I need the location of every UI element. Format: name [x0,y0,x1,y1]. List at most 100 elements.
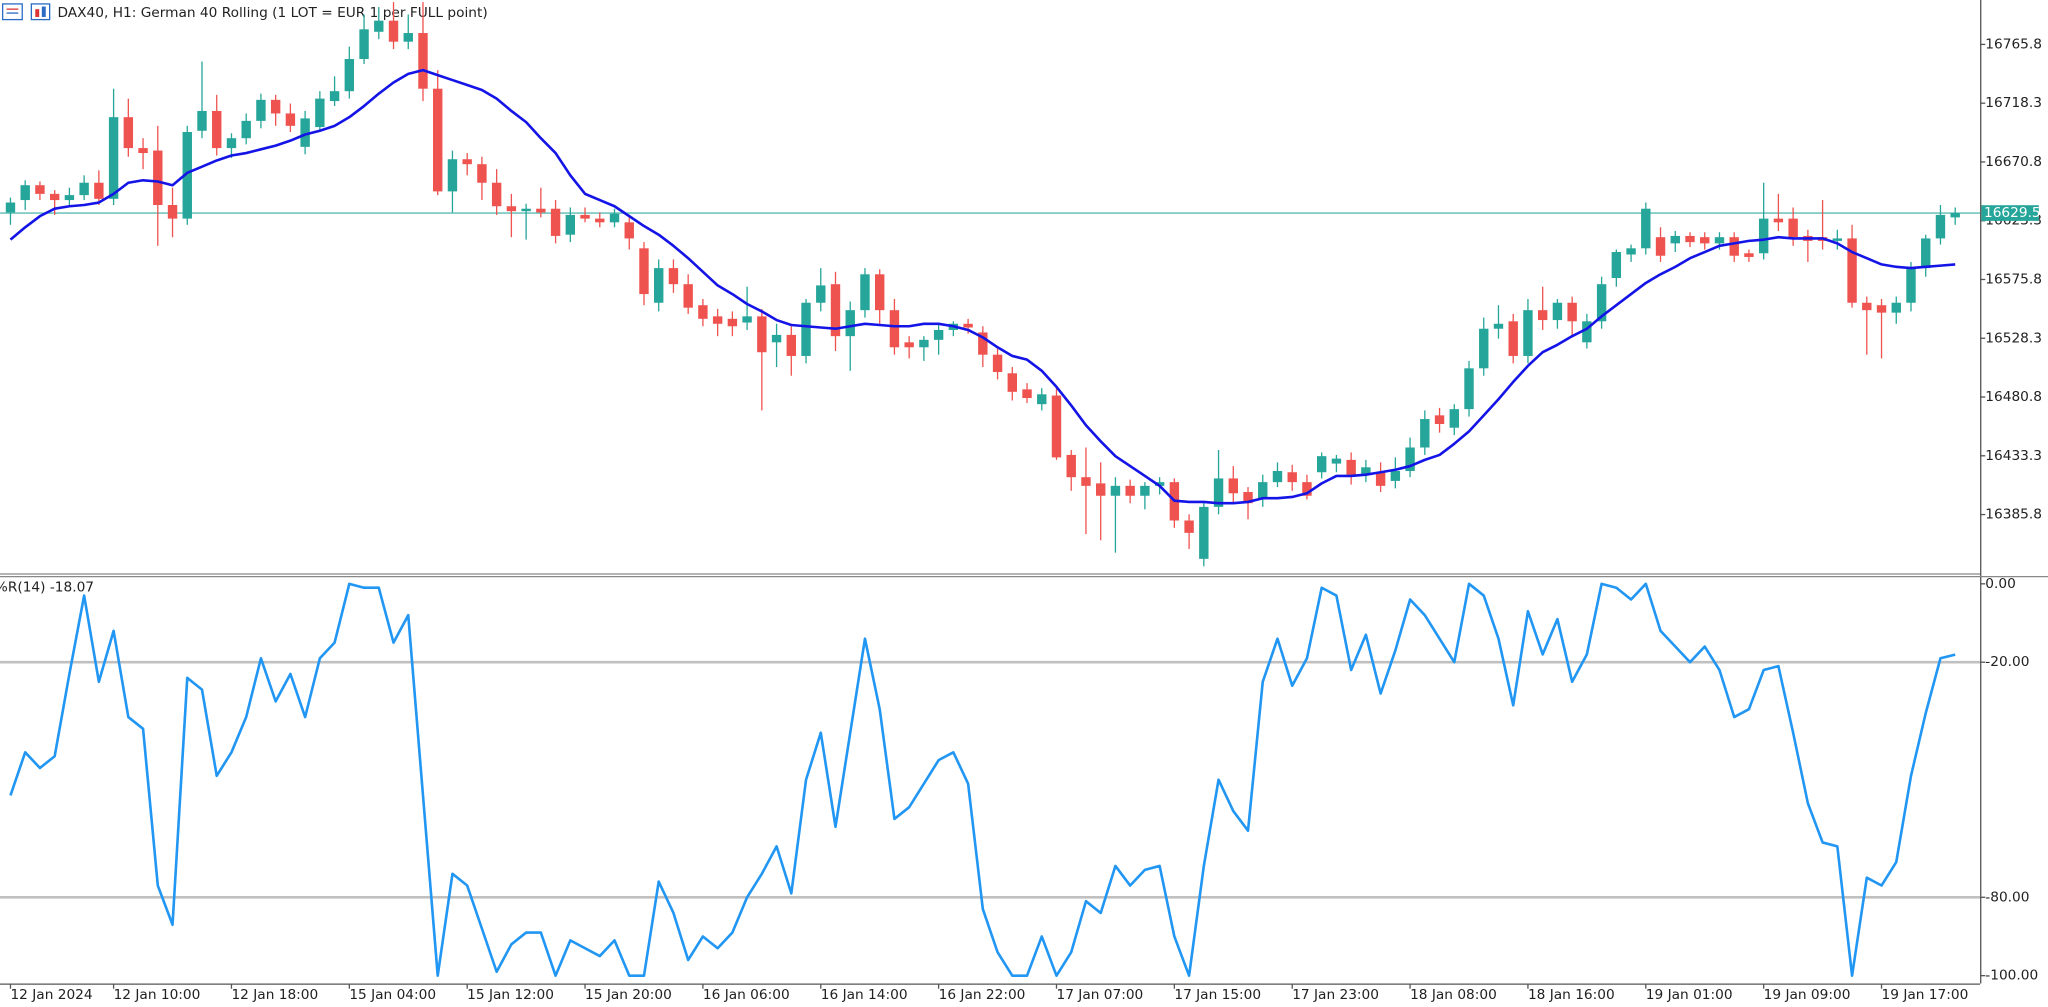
candle-body [1950,213,1960,218]
candle-body [521,208,531,212]
candle-body [875,274,885,311]
time-label: 15 Jan 20:00 [585,987,672,1003]
time-label: 16 Jan 14:00 [821,987,908,1003]
time-label: 16 Jan 06:00 [703,987,790,1003]
candle-body [491,182,502,207]
candle-body [108,117,119,199]
candle-body [256,99,266,121]
candle-body [1537,310,1548,321]
candle-body [668,268,679,285]
candle-body [1847,238,1857,303]
candle-body [992,354,1003,373]
candle-body [462,159,472,165]
candle-body [433,88,443,192]
time-label: 15 Jan 12:00 [467,987,554,1003]
candle-body [1479,328,1489,369]
candle-body [1007,373,1017,392]
candle-body [536,208,546,213]
candle-body [1154,482,1165,486]
candle-body [1891,302,1901,313]
candle-body [1876,305,1887,313]
time-label: 19 Jan 01:00 [1646,987,1733,1003]
time-label: 18 Jan 16:00 [1528,987,1615,1003]
candle-body [49,193,60,201]
candle-body [329,91,340,102]
candle-body [403,33,413,42]
candle-body [1037,394,1047,405]
candle-body [285,113,296,126]
candle-body [742,316,752,323]
candle-body [1641,208,1651,249]
candle-body [1199,506,1209,559]
candle-body [1670,235,1680,244]
candle-body [845,310,855,337]
time-label: 17 Jan 07:00 [1056,987,1143,1003]
current-price-label: 16629.5 [1984,205,2041,221]
candle-body [1272,471,1283,483]
candle-body [1567,302,1577,322]
candle-body [904,342,914,348]
candle-body [344,59,355,92]
y-tick-label: 16433.3 [1985,448,2042,464]
current-price-badge [1981,205,2039,221]
candle-body [757,316,767,353]
candle-body [1375,472,1386,486]
candle-body [1125,485,1135,496]
candle-body [919,339,929,348]
time-label: 19 Jan 09:00 [1764,987,1851,1003]
candle-body [1258,482,1268,500]
candle-body [1287,472,1297,483]
candle-body [1935,214,1946,239]
candle-body [153,150,163,206]
candle-body [1405,447,1415,472]
y-tick-label: 0.00 [1985,576,2016,592]
y-tick-label: -100.00 [1985,968,2038,984]
candle-body [1906,268,1916,303]
candle-body [1862,302,1872,311]
candle-body [933,329,944,340]
candle-body [167,205,178,219]
candle-body [506,206,517,212]
candle-body [654,268,664,303]
candle-body [1611,252,1622,279]
candle-body [609,213,620,223]
icon-stroke [41,6,46,17]
candle-body [182,132,192,219]
candle-body [1596,284,1607,322]
y-tick-label: 16575.8 [1985,271,2042,287]
candle-body [1758,218,1769,254]
candle-body [1213,478,1224,507]
candle-body [1051,395,1062,458]
candle-body [1022,389,1032,399]
candle-body [580,214,590,219]
candle-body [1582,321,1592,343]
candle-body [889,310,900,348]
candle-body [1449,409,1459,428]
candle-body [35,185,45,194]
candle-body [359,29,369,60]
y-tick-label: 16385.8 [1985,507,2042,523]
time-label: 19 Jan 17:00 [1882,987,1969,1003]
candle-body [138,148,148,154]
candle-body [1066,454,1076,478]
candle-body [1493,323,1504,329]
candle-body [816,285,826,303]
y-tick-label: -80.00 [1985,889,2029,905]
y-tick-label: 16480.8 [1985,389,2042,405]
candle-body [1788,218,1798,238]
moving-average [9,68,1956,505]
candle-body [1184,520,1194,533]
candle-body [241,120,251,139]
candle-body [1744,253,1754,257]
candle-body [698,305,708,319]
candle-body [1685,235,1695,243]
candle-body [226,138,237,149]
candle-body [64,195,75,201]
candle-body [1095,483,1106,496]
candle-body [683,284,693,308]
candle-body [1361,467,1371,475]
candle-body [315,98,325,128]
candle-body [830,284,841,337]
y-tick-label: 16765.8 [1985,36,2042,52]
chart-title: DAX40, H1: German 40 Rolling (1 LOT = EU… [57,5,487,21]
